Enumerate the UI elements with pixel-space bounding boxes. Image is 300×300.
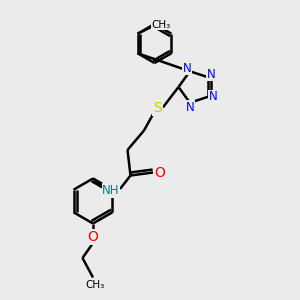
Text: NH: NH bbox=[102, 184, 120, 197]
Text: N: N bbox=[182, 62, 191, 75]
Text: CH₃: CH₃ bbox=[85, 280, 104, 290]
Text: N: N bbox=[208, 90, 217, 103]
Text: N: N bbox=[207, 68, 216, 81]
Text: N: N bbox=[185, 101, 194, 114]
Text: O: O bbox=[88, 230, 98, 244]
Text: CH₃: CH₃ bbox=[152, 20, 171, 30]
Text: S: S bbox=[153, 101, 162, 115]
Text: O: O bbox=[154, 166, 165, 179]
